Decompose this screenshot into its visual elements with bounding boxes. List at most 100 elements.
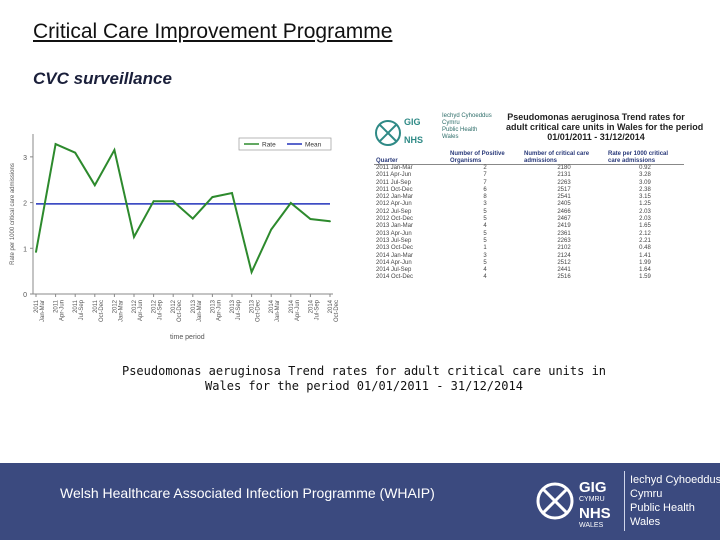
trend-table-panel: GIG NHS Iechyd Cyhoeddus Cymru Public He… bbox=[364, 104, 704, 300]
chart-caption: Pseudomonas aeruginosa Trend rates for a… bbox=[100, 364, 628, 394]
table-cell: 2 bbox=[483, 165, 487, 171]
y-axis-label: Rate per 1000 critical care admissions bbox=[10, 163, 16, 265]
table-cell: 2011 Apr-Jun bbox=[376, 172, 412, 179]
table-logo-line: Cymru bbox=[442, 120, 460, 126]
rate-point bbox=[191, 217, 194, 220]
table-row: 2013 Jul-Sep 5 2263 2.21 bbox=[374, 238, 684, 245]
footer-logo-word: GIG bbox=[579, 479, 607, 496]
footer-logo-line: Cymru bbox=[630, 488, 663, 500]
table-row: 2013 Oct-Dec 1 2102 0.48 bbox=[374, 245, 684, 252]
table-cell: 2541 bbox=[557, 194, 571, 201]
x-tick-label: 2013Jan-Mar bbox=[191, 299, 203, 322]
x-tick-label: 2012Oct-Dec bbox=[171, 299, 183, 322]
slide-subtitle: CVC surveillance bbox=[33, 69, 172, 88]
table-cell: 0.92 bbox=[639, 165, 651, 171]
table-cell: 1.25 bbox=[639, 201, 651, 208]
table-cell: 2419 bbox=[557, 223, 571, 230]
table-row: 2013 Jan-Mar 4 2419 1.65 bbox=[374, 223, 684, 230]
table-cell: 4 bbox=[483, 267, 487, 274]
x-tick-label: 2014Oct-Dec bbox=[328, 299, 340, 322]
table-cell: 3.15 bbox=[639, 194, 651, 201]
table-cell: 2.38 bbox=[639, 186, 651, 193]
caption-line: Pseudomonas aeruginosa Trend rates for a… bbox=[121, 364, 607, 378]
table-cell: 2263 bbox=[557, 237, 571, 244]
col-header-admissions: Number of critical care admissions bbox=[522, 151, 606, 165]
table-cell: 2466 bbox=[557, 208, 571, 215]
footer-logo-word: WALES bbox=[579, 522, 604, 529]
table-row: 2014 Apr-Jun 5 2512 1.99 bbox=[374, 260, 684, 267]
table-cell: 0.48 bbox=[639, 245, 651, 252]
x-tick-label: 2012Apr-Jun bbox=[132, 299, 144, 321]
footer-logo-line: Wales bbox=[630, 516, 661, 528]
footer-logo-line: Public Health bbox=[630, 502, 695, 514]
trend-line-chart: 0 1 2 3 Rate per 1000 critical care admissio… bbox=[10, 134, 340, 341]
table-cell: 2180 bbox=[557, 165, 571, 171]
rate-point bbox=[329, 220, 331, 223]
x-tick-label: 2013Jul-Sep bbox=[230, 299, 242, 320]
table-row: 2013 Apr-Jun 5 2361 2.12 bbox=[374, 231, 684, 238]
table-cell: 1.59 bbox=[639, 274, 651, 281]
rate-point bbox=[35, 251, 37, 253]
y-tick-label: 2 bbox=[23, 201, 27, 208]
y-tick-label: 0 bbox=[23, 292, 27, 299]
rate-series-line bbox=[35, 142, 331, 276]
rate-point bbox=[211, 196, 214, 198]
rate-point bbox=[172, 200, 175, 203]
table-cell: 1.64 bbox=[639, 267, 651, 274]
x-tick-label: 2011Apr-Jun bbox=[54, 299, 66, 321]
table-logo-line: Wales bbox=[442, 134, 459, 140]
table-cell: 5 bbox=[483, 259, 487, 266]
table-row: 2014 Jul-Sep 4 2441 1.64 bbox=[374, 267, 684, 274]
table-cell: 5 bbox=[483, 237, 487, 244]
x-tick-label: 2011Jul-Sep bbox=[73, 299, 85, 320]
table-cell: 7 bbox=[483, 172, 487, 179]
rate-point bbox=[113, 149, 116, 151]
table-row: 2012 Oct-Dec 5 2467 2.03 bbox=[374, 216, 684, 223]
table-cell: 1.41 bbox=[639, 252, 651, 259]
rates-table: Quarter Number of Positive Organisms Num… bbox=[374, 151, 684, 282]
table-cell: 2013 Jul-Sep bbox=[376, 237, 412, 244]
table-cell: 2467 bbox=[557, 216, 571, 223]
table-cell: 5 bbox=[483, 230, 487, 237]
footer-logo-text: Iechyd Cyhoeddus Cymru Public Health Wal… bbox=[630, 473, 720, 529]
x-tick-label: 2012Jul-Sep bbox=[152, 299, 164, 320]
col-header-quarter: Quarter bbox=[374, 151, 448, 165]
table-cell: 2011 Jan-Mar bbox=[376, 165, 413, 171]
table-cell: 2014 Jul-Sep bbox=[376, 267, 412, 274]
table-logo-line: Public Health bbox=[442, 127, 478, 133]
table-cell: 1 bbox=[483, 245, 487, 252]
x-tick-label: 2013Apr-Jun bbox=[210, 299, 222, 321]
table-title-line: adult critical care units in Wales for t… bbox=[506, 122, 704, 132]
col-header-rate: Rate per 1000 critical care admissions bbox=[606, 151, 684, 165]
table-cell: 2014 Jan-Mar bbox=[376, 252, 414, 259]
table-title: Pseudomonas aeruginosa Trend rates for a… bbox=[506, 112, 704, 142]
table-row: 2011 Jan-Mar 2 2180 0.92 bbox=[374, 165, 684, 173]
table-cell: 7 bbox=[483, 179, 487, 186]
table-cell: 2012 Apr-Jun bbox=[376, 201, 412, 208]
table-cell: 2131 bbox=[557, 172, 571, 179]
table-cell: 2.21 bbox=[639, 237, 651, 244]
table-row: 2011 Oct-Dec 6 2517 2.38 bbox=[374, 187, 684, 194]
x-tick-label: 2014Apr-Jun bbox=[289, 299, 301, 321]
table-row: 2014 Jan-Mar 3 2124 1.41 bbox=[374, 253, 684, 260]
footer-text: Welsh Healthcare Associated Infection Pr… bbox=[60, 485, 435, 501]
table-cell: 8 bbox=[483, 194, 487, 201]
table-cell: 2014 Apr-Jun bbox=[376, 259, 412, 266]
legend-box bbox=[238, 137, 332, 151]
table-row: 2011 Jul-Sep 7 2263 3.09 bbox=[374, 180, 684, 187]
x-tick-label: 2013Oct-Dec bbox=[250, 299, 262, 322]
table-cell: 6 bbox=[483, 186, 487, 193]
table-cell: 2102 bbox=[557, 245, 571, 252]
table-logo-text: Iechyd Cyhoeddus Cymru Public Health Wal… bbox=[442, 113, 492, 141]
table-row: 2014 Oct-Dec 4 2516 1.59 bbox=[374, 274, 684, 281]
nhs-wales-footer-logo-icon: GIG CYMRU NHS WALES bbox=[536, 479, 611, 529]
table-cell: 2012 Jul-Sep bbox=[376, 208, 412, 215]
table-cell: 2.12 bbox=[639, 230, 651, 237]
svg-text:GIG: GIG bbox=[404, 117, 421, 127]
table-cell: 2013 Oct-Dec bbox=[376, 245, 414, 252]
footer-logo-word: CYMRU bbox=[579, 496, 605, 503]
table-cell: 2517 bbox=[557, 186, 571, 193]
table-body: 2011 Jan-Mar 2 2180 0.92 2011 Apr-Jun 7 2131 3.… bbox=[374, 165, 684, 282]
footer-logo-divider bbox=[624, 471, 625, 531]
table-cell: 3.28 bbox=[639, 172, 651, 179]
